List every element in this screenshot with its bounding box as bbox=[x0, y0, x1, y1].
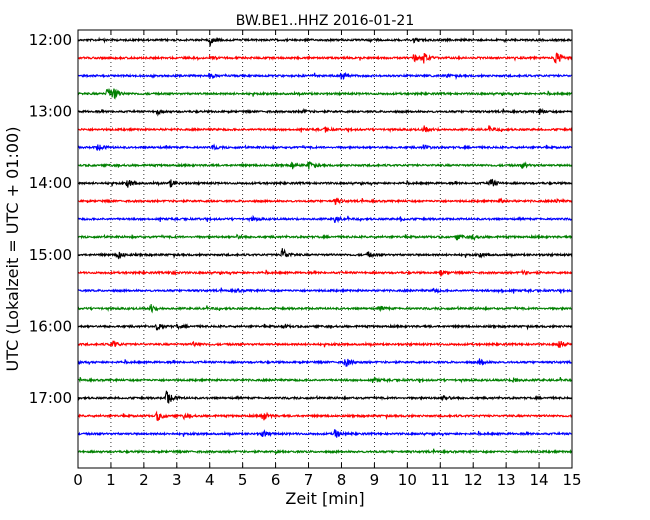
trace-line bbox=[77, 269, 573, 277]
x-tick-label: 1 bbox=[106, 471, 116, 489]
trace-line bbox=[77, 390, 573, 404]
y-axis: 12:00 13:00 14:00 15:00 16:00 17:00 bbox=[29, 31, 572, 407]
y-tick-label: 12:00 bbox=[29, 31, 72, 49]
x-tick-label: 7 bbox=[304, 471, 314, 489]
trace-line bbox=[77, 340, 573, 348]
x-tick-label: 12 bbox=[464, 471, 483, 489]
trace-line bbox=[77, 287, 573, 295]
trace-line bbox=[77, 358, 573, 367]
trace-line bbox=[77, 143, 573, 151]
y-axis-label: UTC (Lokalzeit = UTC + 01:00) bbox=[3, 127, 22, 372]
trace-line bbox=[77, 248, 573, 260]
x-tick-label: 8 bbox=[337, 471, 347, 489]
x-tick-label: 6 bbox=[271, 471, 281, 489]
x-tick-label: 2 bbox=[139, 471, 149, 489]
plot-frame bbox=[77, 29, 573, 469]
x-tick-label: 3 bbox=[172, 471, 182, 489]
trace-line bbox=[77, 125, 573, 133]
trace-line bbox=[77, 376, 573, 384]
trace-line bbox=[77, 178, 573, 188]
traces bbox=[77, 36, 573, 455]
y-tick-label: 16:00 bbox=[29, 317, 72, 335]
trace-line bbox=[77, 36, 573, 47]
y-tick-label: 14:00 bbox=[29, 174, 72, 192]
trace-line bbox=[77, 323, 573, 331]
trace-line bbox=[77, 304, 573, 314]
y-tick-label: 15:00 bbox=[29, 246, 72, 264]
trace-line bbox=[77, 233, 573, 242]
x-tick-label: 5 bbox=[238, 471, 248, 489]
chart-title: BW.BE1..HHZ 2016-01-21 bbox=[236, 13, 415, 29]
x-tick-label: 15 bbox=[562, 471, 581, 489]
trace-line bbox=[77, 429, 573, 438]
y-tick-label: 13:00 bbox=[29, 103, 72, 121]
x-tick-label: 4 bbox=[205, 471, 215, 489]
trace-line bbox=[77, 71, 573, 81]
trace-line bbox=[77, 410, 573, 422]
trace-line bbox=[77, 448, 573, 455]
trace-line bbox=[77, 214, 573, 224]
trace-line bbox=[77, 197, 573, 206]
x-tick-label: 10 bbox=[398, 471, 417, 489]
x-axis: 0 1 2 3 4 5 6 7 8 9 10 11 12 13 14 15 bbox=[73, 30, 582, 489]
x-tick-label: 9 bbox=[370, 471, 380, 489]
x-tick-label: 13 bbox=[497, 471, 516, 489]
trace-line bbox=[77, 160, 573, 170]
trace-line bbox=[77, 107, 573, 117]
x-tick-label: 11 bbox=[431, 471, 450, 489]
x-tick-label: 0 bbox=[73, 471, 83, 489]
y-tick-label: 17:00 bbox=[29, 389, 72, 407]
x-tick-label: 14 bbox=[530, 471, 549, 489]
trace-line bbox=[77, 52, 573, 64]
trace-line bbox=[77, 88, 573, 100]
x-axis-label: Zeit [min] bbox=[285, 489, 364, 508]
